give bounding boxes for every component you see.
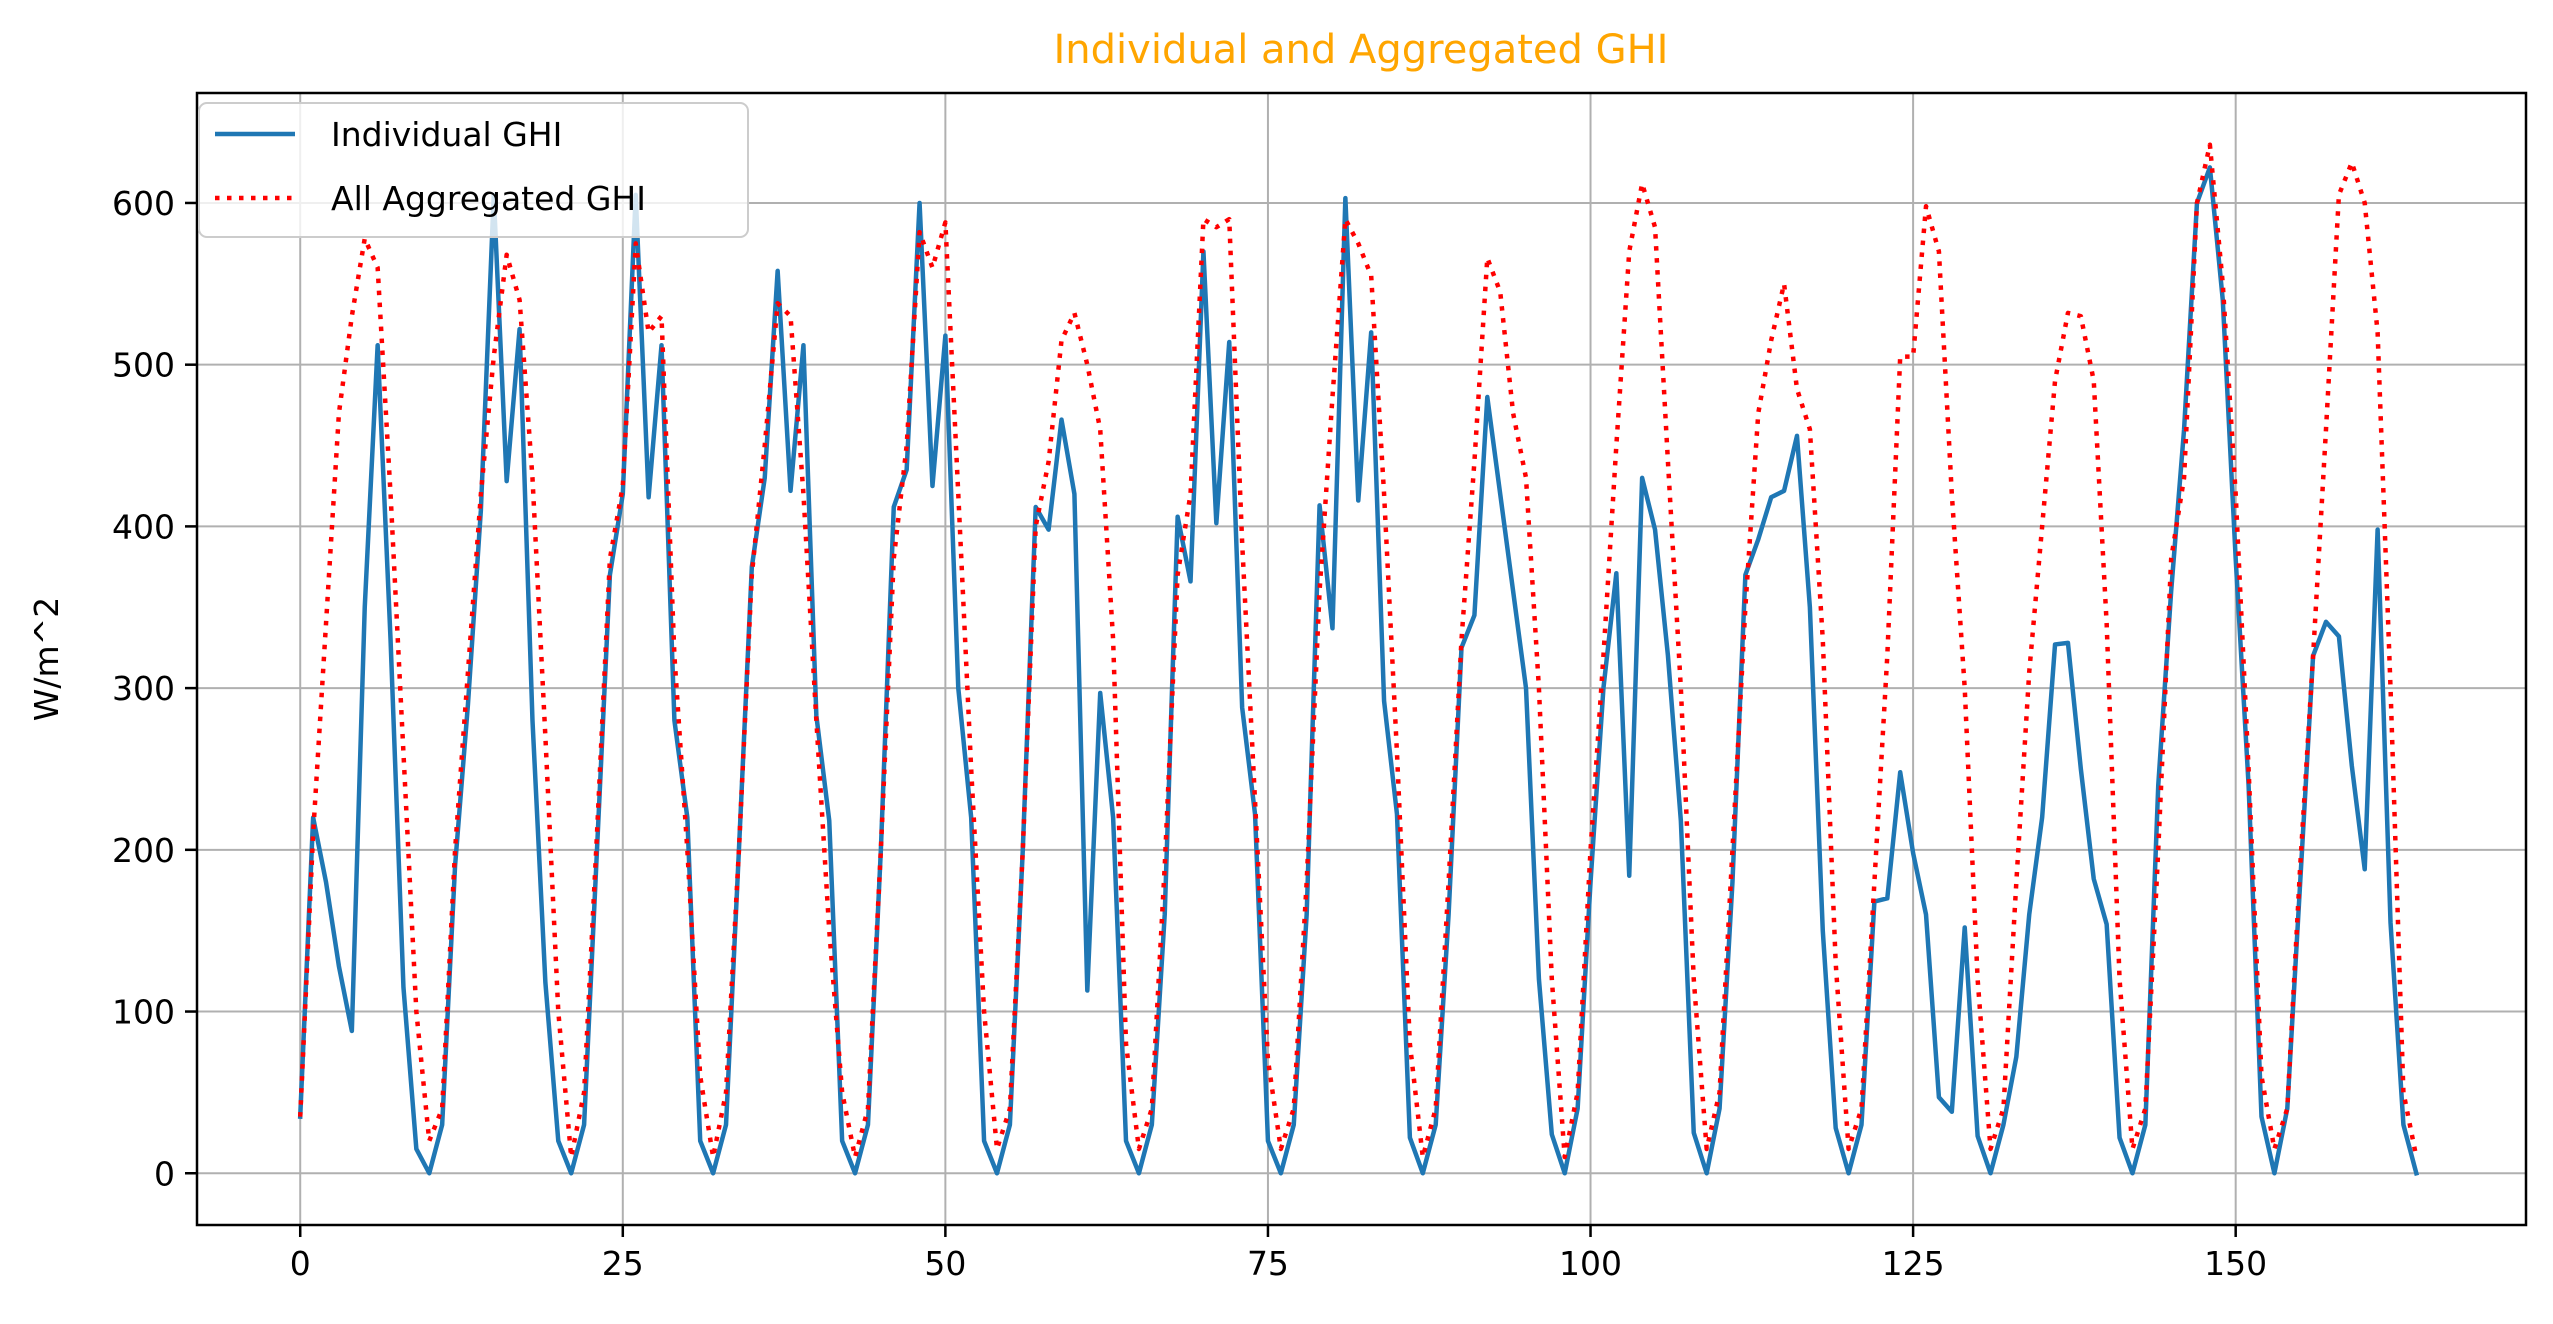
x-tick-label: 50 [924,1244,966,1283]
y-tick-label: 0 [154,1154,175,1193]
x-tick-label: 100 [1559,1244,1622,1283]
y-tick-label: 200 [112,831,175,870]
plot-area [195,91,2528,1227]
x-tick-label: 0 [290,1244,311,1283]
legend-label-all-aggregated-ghi: All Aggregated GHI [331,179,646,218]
y-tick-label: 400 [112,507,175,546]
y-tick-label: 300 [112,669,175,708]
legend-label-individual-ghi: Individual GHI [331,115,562,154]
y-axis: 0 100 200 300 400 500 600 [112,184,197,1193]
series-line-individual-ghi [297,165,2420,1177]
grid [197,93,2526,1225]
y-tick-label: 100 [112,993,175,1032]
series-lines [297,142,2420,1177]
y-axis-label: W/m^2 [27,597,66,722]
y-tick-label: 600 [112,184,175,223]
x-axis: 0 25 50 75 100 125 150 [290,1225,2267,1283]
x-tick-label: 75 [1247,1244,1289,1283]
x-tick-label: 25 [602,1244,644,1283]
legend-box [198,102,749,238]
y-tick-label: 500 [112,346,175,385]
x-tick-label: 125 [1882,1244,1945,1283]
x-tick-label: 150 [2204,1244,2267,1283]
chart-title: Individual and Aggregated GHI [1054,27,1669,73]
legend: Individual GHI All Aggregated GHI [198,102,749,238]
series-line-all-aggregated-ghi [297,142,2419,1160]
